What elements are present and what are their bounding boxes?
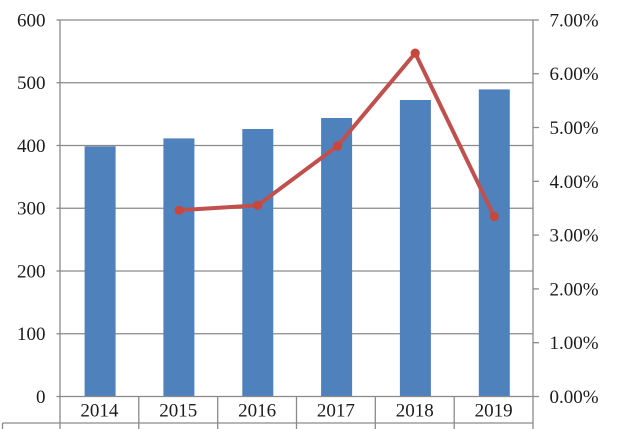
svg-text:100: 100 [17, 324, 46, 345]
svg-text:6.00%: 6.00% [550, 64, 599, 85]
svg-text:600: 600 [17, 10, 46, 31]
svg-text:0: 0 [36, 387, 46, 408]
svg-text:5.00%: 5.00% [550, 118, 599, 139]
svg-text:300: 300 [17, 199, 46, 220]
svg-text:2019: 2019 [475, 400, 513, 421]
svg-text:7.00%: 7.00% [550, 10, 599, 31]
svg-text:2018: 2018 [396, 400, 434, 421]
svg-text:400: 400 [17, 136, 46, 157]
svg-text:2016: 2016 [238, 400, 276, 421]
svg-text:1.00%: 1.00% [550, 333, 599, 354]
svg-text:0.00%: 0.00% [550, 387, 599, 408]
svg-text:4.00%: 4.00% [550, 172, 599, 193]
svg-text:200: 200 [17, 261, 46, 282]
svg-text:500: 500 [17, 73, 46, 94]
svg-text:3.00%: 3.00% [550, 226, 599, 247]
svg-text:2015: 2015 [159, 400, 197, 421]
svg-text:2014: 2014 [80, 400, 119, 421]
svg-text:2.00%: 2.00% [550, 279, 599, 300]
svg-text:2017: 2017 [317, 400, 355, 421]
